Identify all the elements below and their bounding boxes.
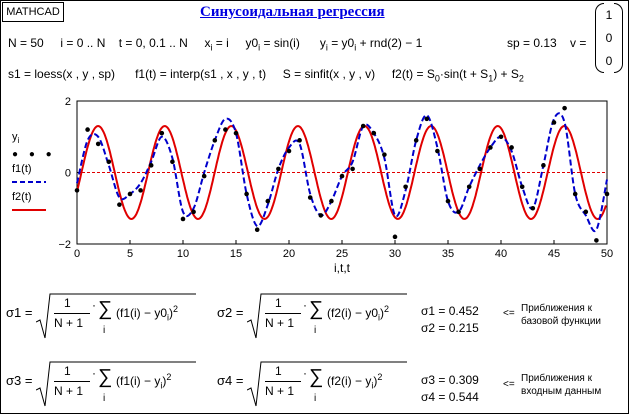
legend-yi-label: yi — [12, 131, 20, 146]
formula-body: (f2(i) − y0i)2 — [327, 304, 390, 323]
sum-sign: ∑ — [309, 366, 324, 388]
vector-v-2: 0 — [605, 54, 613, 68]
def-y: yi = y0i + rnd(2) − 1 — [319, 36, 423, 53]
def-t: t = 0, 0.1 .. N — [118, 36, 188, 50]
note-input-data: Приближения к входным данным — [521, 373, 602, 397]
formula-body: (f1(i) − y0i)2 — [116, 304, 179, 323]
sqrt-sign — [36, 293, 196, 339]
def-sp: sp = 0.13 — [507, 36, 557, 50]
arrow-1: <= — [503, 308, 515, 319]
def-v: v = — [570, 36, 587, 50]
def-line-1: N = 50 i = 0 .. N t = 0, 0.1 .. N xi = i… — [8, 36, 422, 52]
sqrt-sign — [247, 293, 407, 339]
legend-f1-label: f1(t) — [12, 163, 32, 176]
legend-f2-label: f2(t) — [12, 191, 32, 204]
frac-bar — [54, 381, 90, 382]
sigma1-formula: σ1 = 1 N + 1 · ∑ i (f1(i) − y0i)2 — [4, 292, 204, 342]
def-f2: f2(t) = S0·sin(t + S1) + S2 — [391, 67, 524, 84]
app-badge: MATHCAD — [2, 2, 64, 22]
sum-sign: ∑ — [98, 366, 113, 388]
sigma2-value: σ2 = 0.215 — [421, 321, 479, 335]
frac-num: 1 — [275, 296, 282, 310]
sigma1-value: σ1 = 0.452 — [421, 304, 479, 318]
frac-num: 1 — [64, 296, 71, 310]
sum-index: i — [314, 325, 317, 336]
frac-den: N + 1 — [265, 384, 295, 398]
vector-v-0: 1 — [605, 8, 613, 22]
def-i: i = 0 .. N — [60, 36, 106, 50]
frac-den: N + 1 — [265, 316, 295, 330]
frac-den: N + 1 — [54, 316, 84, 330]
sigma3-formula: σ3 = 1 N + 1 · ∑ i (f1(i) − yi)2 — [4, 360, 204, 410]
sigma2-formula: σ2 = 1 N + 1 · ∑ i (f2(i) − y0i)2 — [215, 292, 415, 342]
formula-lhs: σ4 = — [217, 373, 244, 388]
sigma4-value: σ4 = 0.544 — [421, 390, 479, 404]
vector-v: 1 0 0 — [595, 3, 623, 73]
sum-sign: ∑ — [98, 298, 113, 320]
formula-lhs: σ1 = — [6, 305, 33, 320]
def-n: N = 50 — [8, 36, 44, 50]
sqrt-sign — [36, 361, 196, 407]
frac-num: 1 — [64, 364, 71, 378]
frac-bar — [265, 381, 301, 382]
formula-lhs: σ3 = — [6, 373, 33, 388]
legend-f1-swatch — [12, 181, 46, 184]
def-y0: y0i = sin(i) — [245, 36, 300, 53]
def-f1: f1(t) = interp(s1 , x , y , t) — [135, 67, 267, 81]
legend-f2-swatch — [12, 209, 46, 212]
arrow-2: <= — [503, 379, 515, 390]
def-s1: s1 = loess(x , y , sp) — [8, 67, 116, 81]
frac-num: 1 — [275, 364, 282, 378]
def-s: S = sinfit(x , y , v) — [282, 67, 376, 81]
formula-body: (f2(i) − yi)2 — [327, 372, 383, 391]
sum-sign: ∑ — [309, 298, 324, 320]
frac-bar — [54, 313, 90, 314]
sigma3-value: σ3 = 0.309 — [421, 373, 479, 387]
frac-bar — [265, 313, 301, 314]
note-base-function: Приближения к базовой функции — [521, 303, 602, 327]
legend-yi-marker: ● ● ● — [12, 149, 56, 161]
vector-v-1: 0 — [605, 31, 613, 45]
formula-lhs: σ2 = — [217, 305, 244, 320]
formula-body: (f1(i) − yi)2 — [116, 372, 172, 391]
chart-legend: yi ● ● ● f1(t) f2(t) — [12, 130, 56, 218]
sum-index: i — [103, 325, 106, 336]
sqrt-sign — [247, 361, 407, 407]
def-line-2: s1 = loess(x , y , sp) f1(t) = interp(s1… — [8, 67, 524, 83]
sum-index: i — [314, 393, 317, 404]
def-x: xi = i — [204, 36, 229, 53]
frac-den: N + 1 — [54, 384, 84, 398]
sigma4-formula: σ4 = 1 N + 1 · ∑ i (f2(i) − yi)2 — [215, 360, 415, 410]
sum-index: i — [103, 393, 106, 404]
page-title: Синусоидальная регрессия — [200, 4, 385, 20]
